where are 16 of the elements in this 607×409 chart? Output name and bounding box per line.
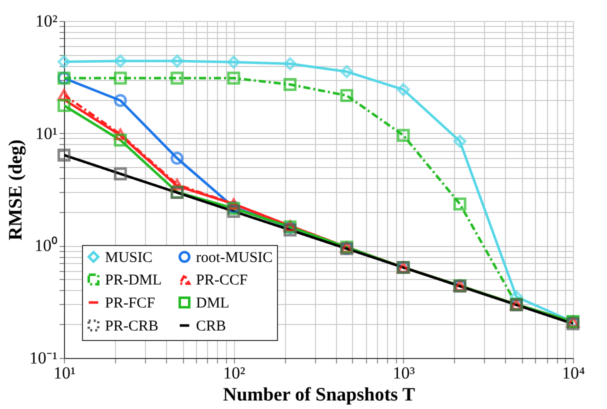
- y-tick-label: 10⁰: [34, 236, 58, 256]
- legend-label: CRB: [196, 318, 226, 334]
- legend-label: PR-CRB: [105, 318, 158, 334]
- legend-label: root-MUSIC: [196, 250, 273, 266]
- x-tick-label: 10²: [223, 364, 246, 382]
- legend-label: PR-CCF: [196, 272, 248, 288]
- x-tick-label: 10⁴: [562, 364, 586, 382]
- legend-label: PR-DML: [105, 272, 162, 288]
- y-tick-label: 10²: [35, 12, 58, 30]
- legend-label: DML: [196, 296, 230, 312]
- x-axis-title: Number of Snapshots T: [223, 384, 416, 406]
- legend-label: PR-FCF: [105, 296, 156, 312]
- legend-label: MUSIC: [105, 250, 153, 266]
- y-tick-label: 10¹: [35, 124, 58, 143]
- x-tick-label: 10³: [392, 364, 415, 382]
- y-axis-title: RMSE (deg): [5, 140, 26, 240]
